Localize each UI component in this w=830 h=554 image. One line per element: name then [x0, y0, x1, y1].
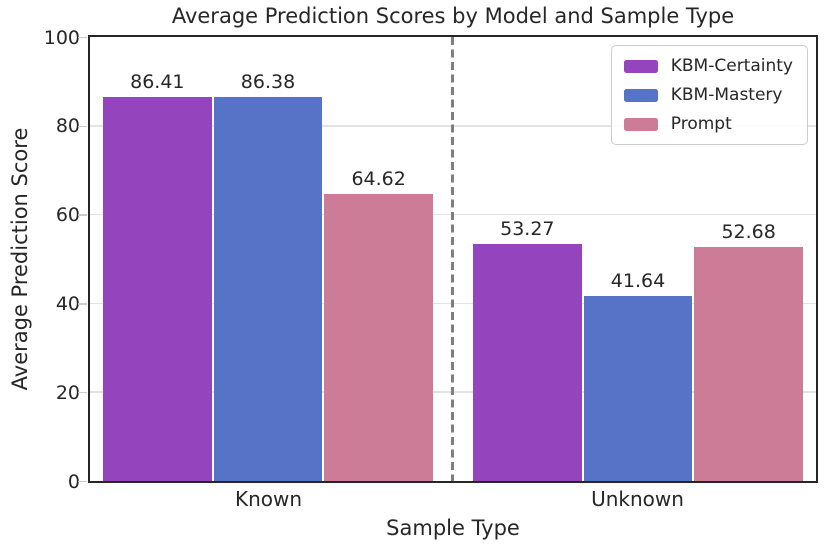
bar-column: 52.68 — [694, 221, 804, 481]
legend-label: KBM-Mastery — [670, 85, 783, 105]
legend-label: KBM-Certainty — [670, 56, 793, 76]
bar-value-label: 64.62 — [351, 168, 406, 191]
bar-column: 86.38 — [213, 71, 323, 481]
y-tick-label: 0 — [67, 470, 80, 493]
bar-column: 86.41 — [103, 71, 212, 481]
legend-swatch-kbm-certainty — [623, 59, 658, 73]
y-tick-mark — [78, 303, 87, 305]
x-tick-label-unknown: Unknown — [591, 487, 684, 511]
legend-item: KBM-Mastery — [623, 85, 793, 105]
bar-value-label: 86.41 — [130, 71, 185, 94]
bar-column: 53.27 — [473, 218, 582, 481]
bar-kbm-certainty-known — [103, 97, 212, 481]
bar-prompt-known — [324, 194, 434, 481]
bar-kbm-certainty-unknown — [473, 244, 582, 481]
y-tick-label: 100 — [43, 26, 80, 49]
y-tick-mark — [78, 125, 87, 128]
bar-column: 41.64 — [583, 270, 693, 481]
plot-area: KBM-Certainty KBM-Mastery Prompt 86.41 86.3… — [88, 35, 818, 483]
bar-group-known: 86.41 86.38 64.62 — [103, 37, 434, 481]
bar-value-label: 41.64 — [610, 270, 666, 293]
legend-swatch-prompt — [623, 117, 658, 131]
y-tick-label: 20 — [55, 381, 80, 404]
bar-group-unknown: 53.27 41.64 52.68 — [473, 37, 804, 481]
bar-value-label: 53.27 — [500, 218, 555, 241]
bar-kbm-mastery-unknown — [583, 296, 693, 481]
bar-column: 64.62 — [324, 168, 434, 481]
bar-kbm-mastery-known — [213, 97, 323, 481]
bar-value-label: 86.38 — [240, 71, 296, 94]
bar-value-label: 52.68 — [721, 221, 776, 244]
legend-swatch-kbm-mastery — [623, 88, 658, 102]
chart-title: Average Prediction Scores by Model and S… — [171, 4, 735, 28]
y-tick-mark — [78, 480, 87, 483]
group-separator-line — [451, 37, 454, 481]
x-tick-label-known: Known — [234, 487, 303, 511]
bar-prompt-unknown — [694, 247, 804, 481]
y-axis-label: Average Prediction Score — [8, 127, 32, 391]
legend-item: KBM-Certainty — [623, 56, 793, 76]
x-axis-label: Sample Type — [386, 516, 520, 540]
legend-label: Prompt — [670, 114, 732, 134]
legend: KBM-Certainty KBM-Mastery Prompt — [610, 45, 808, 145]
y-tick-mark — [78, 214, 87, 216]
y-tick-mark — [78, 36, 87, 39]
y-tick-label: 60 — [55, 204, 80, 227]
y-tick-mark — [78, 391, 87, 394]
y-tick-label: 40 — [55, 292, 80, 315]
legend-item: Prompt — [623, 114, 793, 134]
y-tick-label: 80 — [55, 115, 80, 138]
